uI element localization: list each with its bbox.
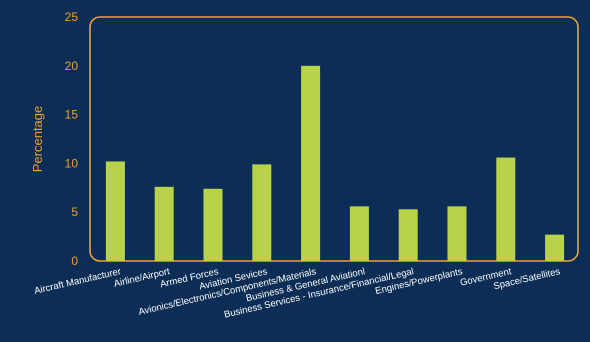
bar	[301, 65, 321, 261]
bar	[545, 234, 565, 261]
bar	[203, 188, 223, 261]
x-axis-category-labels: Aircraft ManufacturerAirline/AirportArme…	[33, 266, 561, 321]
bars-group	[105, 65, 565, 261]
y-tick-label: 0	[71, 254, 78, 268]
bar	[398, 209, 418, 261]
y-tick-label: 25	[65, 10, 79, 24]
y-tick-label: 20	[65, 59, 79, 73]
x-category-label: Aircraft Manufacturer	[33, 266, 122, 297]
bar	[349, 206, 369, 261]
y-tick-label: 15	[65, 108, 79, 122]
y-tick-label: 10	[65, 156, 79, 170]
y-axis-label: Percentage	[30, 106, 45, 173]
plot-frame	[89, 16, 579, 262]
y-axis-ticks: 0 5 10 15 20 25	[65, 10, 79, 268]
bar	[154, 186, 174, 261]
bar	[105, 161, 125, 261]
bar	[252, 164, 272, 261]
bar	[447, 206, 467, 261]
bar	[496, 157, 516, 261]
y-tick-label: 5	[71, 205, 78, 219]
